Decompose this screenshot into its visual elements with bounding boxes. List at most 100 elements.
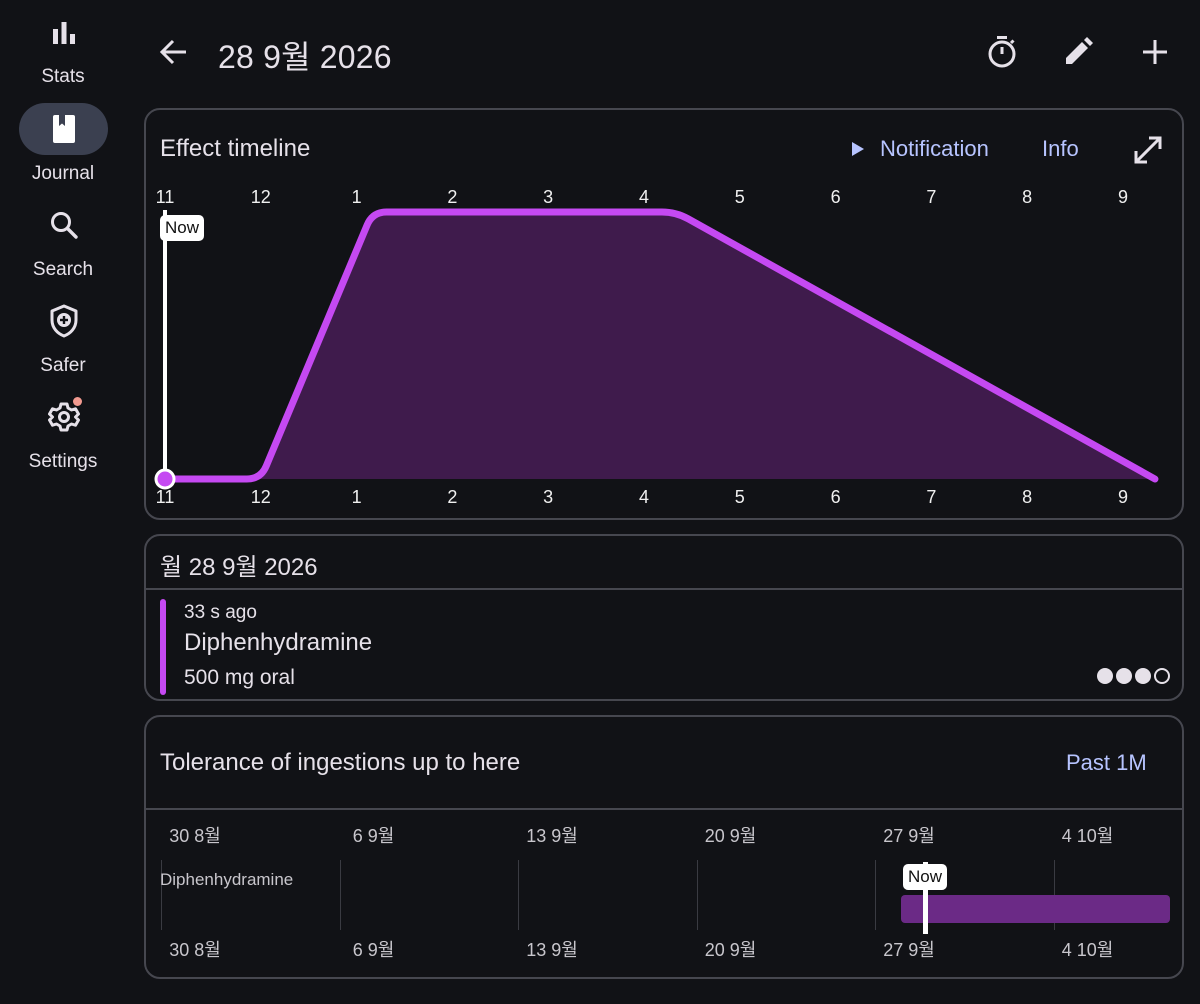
strength-dot-empty xyxy=(1154,668,1170,684)
date-tick-bottom: 4 10월 xyxy=(1061,940,1114,960)
strength-dot-filled xyxy=(1097,668,1113,684)
add-icon xyxy=(1143,40,1167,64)
effect-line xyxy=(161,208,1159,483)
nav-item-search[interactable]: Search xyxy=(0,199,126,295)
date-tick-bottom: 27 9월 xyxy=(883,940,935,960)
nav-pill xyxy=(19,199,108,251)
nav-label: Journal xyxy=(31,163,95,184)
effect-timeline-title: Effect timeline xyxy=(160,135,311,162)
notification-badge xyxy=(73,397,82,406)
x-tick-bottom-11: 11 xyxy=(155,487,175,507)
date-tick-top: 30 8월 xyxy=(169,826,221,846)
now-label: Now xyxy=(160,215,205,241)
x-tick-top-11: 11 xyxy=(155,187,175,207)
divider xyxy=(146,808,1182,810)
date-tick-top: 4 10월 xyxy=(1061,826,1114,846)
date-tick-top: 27 9월 xyxy=(883,826,935,846)
past-range-label: Past 1M xyxy=(1066,750,1147,775)
edit-button[interactable] xyxy=(1054,28,1102,76)
x-tick-top-7: 7 xyxy=(926,187,937,207)
shield-plus-icon xyxy=(50,304,77,338)
nav-label: Settings xyxy=(28,451,98,472)
ingestion-color-bar xyxy=(160,599,166,695)
x-tick-top-6: 6 xyxy=(830,187,841,207)
past-range-button[interactable]: Past 1M xyxy=(1066,750,1147,776)
x-tick-bottom-2: 2 xyxy=(447,487,458,507)
tolerance-now-line xyxy=(923,862,928,934)
back-button[interactable] xyxy=(150,28,198,76)
x-tick-bottom-5: 5 xyxy=(734,487,745,507)
tolerance-now-label: Now xyxy=(903,864,948,890)
x-tick-bottom-3: 3 xyxy=(543,487,554,507)
nav-item-stats[interactable]: Stats xyxy=(0,12,126,108)
notification-button[interactable]: Notification xyxy=(850,136,989,162)
x-tick-top-8: 8 xyxy=(1022,187,1033,207)
x-tick-bottom-7: 7 xyxy=(926,487,937,507)
gear-icon xyxy=(47,402,80,432)
nav-label: Safer xyxy=(40,355,86,376)
notification-label: Notification xyxy=(880,136,989,161)
effect-timeline-card[interactable]: Effect timeline Notification Info 11 12 1 2… xyxy=(144,108,1184,520)
grid-line xyxy=(518,860,519,930)
info-button[interactable]: Info xyxy=(1042,136,1079,162)
date-tick-bottom: 30 8월 xyxy=(169,940,221,960)
ingestion-time-ago: 33 s ago xyxy=(184,602,257,623)
ingestion-dose: 500 mg oral xyxy=(184,666,295,689)
navigation-rail: Stats Journal Search Sa xyxy=(0,0,126,1004)
grid-line xyxy=(339,860,341,930)
add-button[interactable] xyxy=(1131,28,1179,76)
x-tick-top-3: 3 xyxy=(543,187,554,207)
x-tick-bottom-4: 4 xyxy=(638,487,649,507)
page-title: 28 9월 2026 xyxy=(218,39,392,75)
x-tick-top-1: 1 xyxy=(351,187,362,207)
divider xyxy=(146,588,1182,590)
x-tick-bottom-9: 9 xyxy=(1117,487,1128,507)
play-icon xyxy=(852,142,864,156)
x-tick-bottom-12: 12 xyxy=(250,487,271,507)
expand-icon xyxy=(1134,136,1162,164)
ingestion-row[interactable]: 33 s ago Diphenhydramine 500 mg oral xyxy=(146,590,1182,699)
experience-date: 월 28 9월 2026 xyxy=(160,554,318,581)
experience-card: 월 28 9월 2026 33 s ago Diphenhydramine 50… xyxy=(144,534,1184,701)
date-tick-top: 13 9월 xyxy=(526,826,578,846)
effect-area xyxy=(165,212,1155,479)
effect-timeline-chart[interactable] xyxy=(146,110,1182,520)
strength-dot-filled xyxy=(1135,668,1151,684)
date-tick-bottom: 6 9월 xyxy=(352,940,395,960)
nav-pill xyxy=(19,391,108,443)
journal-icon xyxy=(52,115,75,143)
nav-label: Stats xyxy=(41,66,85,87)
bar-chart-icon xyxy=(52,22,75,44)
nav-item-settings[interactable]: Settings xyxy=(0,391,126,487)
tolerance-card: Tolerance of ingestions up to here Past … xyxy=(144,715,1184,979)
grid-line xyxy=(696,860,698,930)
timer-button[interactable] xyxy=(978,28,1026,76)
tolerance-chart[interactable]: 30 8월 30 8월 6 9월 6 9월 13 9월 13 9월 20 9월 20 9월 27… xyxy=(146,810,1182,977)
edit-icon xyxy=(1066,37,1093,64)
date-tick-bottom: 20 9월 xyxy=(704,940,757,960)
strength-indicator xyxy=(1094,668,1170,684)
info-label: Info xyxy=(1042,136,1079,161)
date-tick-top: 6 9월 xyxy=(352,826,395,846)
x-tick-bottom-1: 1 xyxy=(351,487,362,507)
strength-dot-filled xyxy=(1116,668,1132,684)
x-tick-top-2: 2 xyxy=(447,187,458,207)
nav-item-safer[interactable]: Safer xyxy=(0,295,126,391)
tolerance-row-label: Diphenhydramine xyxy=(160,870,294,889)
grid-line xyxy=(161,860,162,930)
date-tick-bottom: 13 9월 xyxy=(526,940,578,960)
fullscreen-button[interactable] xyxy=(1124,126,1172,174)
tolerance-title: Tolerance of ingestions up to here xyxy=(160,749,521,776)
tolerance-bar xyxy=(901,895,1170,923)
nav-pill xyxy=(19,295,108,347)
nav-label: Search xyxy=(32,259,94,280)
arrow-back-icon xyxy=(159,39,186,65)
nav-pill xyxy=(19,12,108,54)
date-tick-top: 20 9월 xyxy=(704,826,757,846)
x-tick-top-12: 12 xyxy=(250,187,271,207)
nav-item-journal[interactable]: Journal xyxy=(0,103,126,199)
x-tick-top-4: 4 xyxy=(638,187,649,207)
x-tick-top-5: 5 xyxy=(734,187,745,207)
timer-icon xyxy=(988,36,1016,68)
x-tick-bottom-6: 6 xyxy=(830,487,841,507)
